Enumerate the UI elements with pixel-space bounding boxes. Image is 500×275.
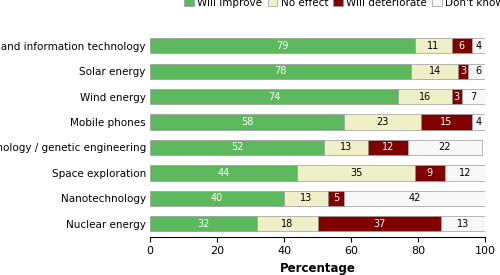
Bar (412, 64, 458, 79)
Bar (324, 140, 368, 155)
Bar (150, 216, 257, 231)
Bar (462, 89, 485, 104)
Text: 37: 37 (374, 219, 386, 229)
Bar (298, 165, 414, 180)
Text: 12: 12 (382, 142, 394, 152)
Text: 6: 6 (475, 66, 482, 76)
Bar (344, 191, 485, 206)
Text: 32: 32 (198, 219, 210, 229)
Text: 14: 14 (428, 66, 441, 76)
Bar (398, 89, 452, 104)
Bar (445, 165, 485, 180)
Text: 9: 9 (426, 168, 433, 178)
Text: 44: 44 (218, 168, 230, 178)
Text: 52: 52 (231, 142, 243, 152)
Bar (468, 64, 488, 79)
Bar (472, 38, 485, 53)
Text: 4: 4 (475, 117, 482, 127)
Bar (452, 89, 462, 104)
Bar (284, 191, 328, 206)
Text: 7: 7 (470, 92, 476, 101)
Text: 3: 3 (454, 92, 460, 101)
Text: 13: 13 (457, 219, 469, 229)
Bar (150, 191, 284, 206)
Text: 6: 6 (458, 41, 464, 51)
Text: 16: 16 (418, 92, 431, 101)
Bar (368, 140, 408, 155)
Bar (318, 216, 442, 231)
Bar (408, 140, 482, 155)
X-axis label: Percentage: Percentage (280, 262, 355, 275)
Bar (150, 38, 414, 53)
Text: 79: 79 (276, 41, 288, 51)
Bar (414, 38, 452, 53)
Text: 78: 78 (274, 66, 287, 76)
Text: 74: 74 (268, 92, 280, 101)
Text: 58: 58 (241, 117, 254, 127)
Bar (442, 216, 485, 231)
Text: 13: 13 (340, 142, 352, 152)
Bar (458, 64, 468, 79)
Text: 42: 42 (408, 193, 421, 203)
Bar (414, 165, 445, 180)
Bar (150, 165, 298, 180)
Bar (150, 89, 398, 104)
Text: 3: 3 (460, 66, 466, 76)
Bar (150, 64, 411, 79)
Bar (472, 114, 485, 130)
Text: 35: 35 (350, 168, 362, 178)
Legend: Will improve, No effect, Will deteriorate, Don't know: Will improve, No effect, Will deteriorat… (180, 0, 500, 12)
Text: 5: 5 (333, 193, 339, 203)
Bar (257, 216, 318, 231)
Text: 23: 23 (376, 117, 389, 127)
Bar (150, 114, 344, 130)
Text: 40: 40 (211, 193, 223, 203)
Bar (150, 140, 324, 155)
Bar (422, 114, 472, 130)
Text: 22: 22 (438, 142, 451, 152)
Text: 18: 18 (281, 219, 293, 229)
Bar (452, 38, 471, 53)
Text: 12: 12 (458, 168, 471, 178)
Text: 13: 13 (300, 193, 312, 203)
Text: 15: 15 (440, 117, 452, 127)
Text: 11: 11 (427, 41, 439, 51)
Text: 4: 4 (475, 41, 482, 51)
Bar (344, 114, 422, 130)
Bar (328, 191, 344, 206)
